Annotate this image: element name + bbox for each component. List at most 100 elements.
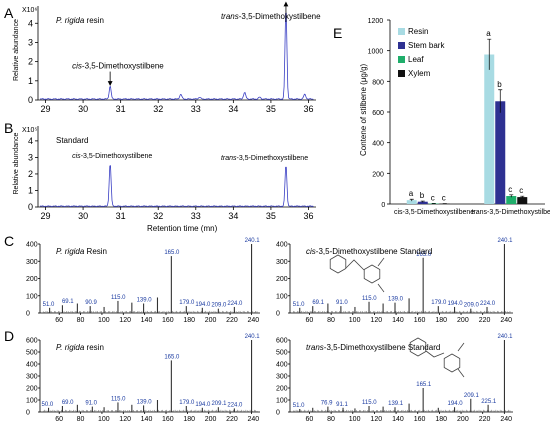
legend-swatch (398, 42, 405, 49)
ms-y-tick: 100 (276, 398, 288, 405)
chrom-y-tick: 0 (28, 202, 33, 212)
ms-x-tick: 220 (479, 317, 491, 324)
chrom-x-tick: 31 (116, 104, 126, 114)
ms-title: trans-3,5-Dimethoxystilbene Standard (306, 343, 440, 352)
ms-y-tick: 400 (26, 362, 38, 369)
ms-y-tick: 0 (26, 311, 30, 318)
ms-x-tick: 180 (183, 317, 195, 324)
ms-x-tick: 100 (98, 416, 110, 423)
panel-letter-D: D (4, 328, 14, 344)
significance-letter: c (442, 194, 446, 203)
ms-x-tick: 60 (305, 317, 313, 324)
legend-entry: Resin (408, 27, 428, 36)
chrom-x-tick: 36 (303, 211, 313, 221)
legend-swatch (398, 56, 405, 63)
bar-y-tick: 600 (372, 110, 384, 117)
chrom-x-tick: 32 (153, 104, 163, 114)
ms-peak-label: 90.9 (85, 300, 97, 306)
ms-x-tick: 220 (226, 317, 238, 324)
chrom-sample-label: P. rigida resin (56, 16, 104, 25)
ms-x-tick: 120 (370, 317, 382, 324)
ms-x-tick: 80 (327, 416, 335, 423)
panel-letter-A: A (4, 5, 14, 21)
panel-letter-B: B (4, 120, 13, 136)
ms-y-tick: 300 (26, 259, 38, 266)
ms-x-tick: 80 (77, 416, 85, 423)
chrom-y-tick: 4 (28, 136, 33, 146)
cis-structure-icon (329, 254, 385, 293)
ms-y-tick: 500 (276, 350, 288, 357)
bar-category-label: trans-3,5-Dimethoxystilbene (472, 209, 550, 216)
ms-x-tick: 200 (205, 317, 217, 324)
chrom-y-tick: 1 (28, 185, 33, 195)
bar-category-label: cis-3,5-Dimethoxystilbene (394, 209, 474, 216)
chrom-x-tick: 30 (78, 211, 88, 221)
bar-y-tick: 800 (372, 79, 384, 86)
chrom-y-label: Relative abundance (13, 133, 20, 195)
ms-peak-label: 50.0 (42, 402, 54, 408)
chrom-x-tick: 29 (41, 211, 51, 221)
error-bar (498, 89, 503, 113)
trans-structure-icon (409, 337, 465, 378)
ms-y-tick: 0 (26, 410, 30, 417)
ms-peak-label: 69.1 (62, 299, 74, 305)
error-bar (509, 194, 514, 198)
bar-resin (406, 200, 417, 204)
ms-peak-label: 209.0 (211, 303, 227, 309)
error-bar (520, 195, 525, 199)
chrom-y-exponent: X10⁵ (22, 127, 37, 134)
ms-peak-label: 91.1 (336, 402, 348, 408)
bar-y-tick: 0 (381, 202, 385, 209)
ms-y-tick: 200 (26, 386, 38, 393)
ms-x-tick: 240 (247, 416, 259, 423)
chrom-sample-label: Standard (56, 136, 88, 145)
ms-y-tick: 600 (276, 338, 288, 345)
panel-letter-E: E (333, 25, 342, 41)
ms-x-tick: 200 (457, 416, 469, 423)
ms-x-tick: 120 (119, 317, 131, 324)
ms-peak-label: 51.0 (43, 302, 55, 308)
significance-letter: b (497, 80, 502, 89)
ms-x-tick: 220 (479, 416, 491, 423)
bar-stem-bark (495, 101, 506, 204)
chrom-x-tick: 33 (191, 104, 201, 114)
ms-peak-label: 179.0 (179, 300, 195, 306)
ms-peak-label: 91.0 (85, 401, 97, 407)
chrom-x-label: Retention time (mn) (147, 224, 218, 233)
ms-peak-label: 194.0 (195, 402, 211, 408)
chrom-x-tick: 36 (303, 104, 313, 114)
chrom-y-tick: 3 (28, 37, 33, 47)
ms-peak-label: 115.0 (362, 400, 377, 406)
bar-y-label: Contene of stilbene (μg/g) (359, 63, 368, 156)
bar-y-tick: 400 (372, 141, 384, 148)
error-bar (409, 198, 414, 202)
ms-peak-label: 224.0 (227, 301, 243, 307)
ms-x-tick: 140 (392, 416, 404, 423)
chrom-y-exponent: X10⁶ (22, 7, 37, 14)
ms-x-tick: 100 (98, 317, 110, 324)
ms-y-tick: 300 (26, 374, 38, 381)
ms-peak-label: 240.1 (245, 238, 261, 244)
ms-x-tick: 60 (305, 416, 313, 423)
ms-y-tick: 300 (276, 259, 288, 266)
ms-x-tick: 220 (226, 416, 238, 423)
chrom-x-tick: 32 (153, 211, 163, 221)
ms-peak-label: 165.0 (164, 354, 180, 360)
ms-peak-label: 139.1 (388, 401, 404, 407)
chrom-x-tick: 34 (228, 104, 238, 114)
legend-swatch (398, 70, 405, 77)
ms-x-tick: 80 (77, 317, 85, 324)
ms-peak-label: 240.1 (497, 238, 513, 244)
ms-y-tick: 0 (276, 311, 280, 318)
chrom-y-label: Relative abundance (13, 19, 20, 81)
ms-x-tick: 60 (55, 317, 63, 324)
ms-x-tick: 160 (414, 416, 426, 423)
ms-peak-label: 209.0 (464, 303, 480, 309)
ms-y-tick: 100 (276, 293, 288, 300)
ms-peak-label: 139.0 (388, 297, 404, 303)
ms-peak-label: 224.0 (227, 402, 243, 408)
chrom-trace (39, 165, 314, 208)
ms-peak-label: 139.0 (137, 298, 153, 304)
bar-resin (484, 54, 495, 204)
